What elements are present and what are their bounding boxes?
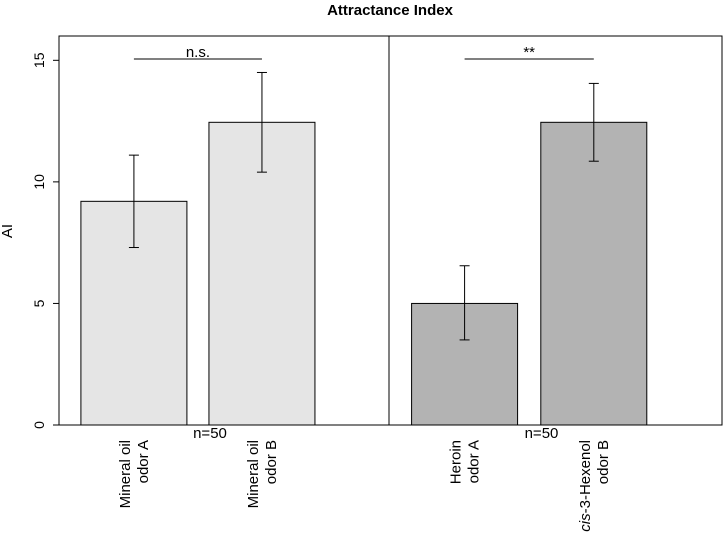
y-tick-label: 5 [31,299,47,307]
y-axis-label: AI [0,224,16,238]
y-tick-label: 15 [31,52,47,68]
category-label: Mineral oilodor A [117,440,152,508]
y-axis: 0 5 10 15 [31,52,59,429]
category-label-line2: odor B [595,440,612,484]
category-label-line1: Heroin [448,440,465,484]
category-label-line1: Mineral oil [245,440,262,508]
bar [540,121,648,426]
y-tick-label: 0 [31,421,47,429]
category-label-line1: cis-3-Hexenol [577,440,594,532]
significance-label: ** [523,44,535,61]
category-label-italic: cis [577,513,594,532]
category-label-line1: Mineral oil [117,440,134,508]
category-label-line2: odor A [135,440,152,483]
category-label-rest: -3-Hexenol [577,440,594,513]
category-label: Heroinodor A [448,440,483,484]
category-label-line2: odor B [263,440,280,484]
category-label-line2: odor A [466,440,483,483]
n-label: n=50 [193,425,227,442]
panel-1: Mineral oilodor A Mineral oilodor Bn.s.n=… [58,35,390,508]
y-tick-label: 10 [31,174,47,190]
chart-panels: Mineral oilodor A Mineral oilodor Bn.s.n=… [58,35,723,532]
significance-label: n.s. [186,44,210,61]
panel-2: Heroinodor A cis-3-Hexenolodor B ** n=50 [388,35,723,532]
chart-title: Attractance Index [327,2,454,19]
category-label: Mineral oilodor B [245,440,280,508]
category-label: cis-3-Hexenolodor B [577,440,612,532]
n-label: n=50 [525,425,559,442]
